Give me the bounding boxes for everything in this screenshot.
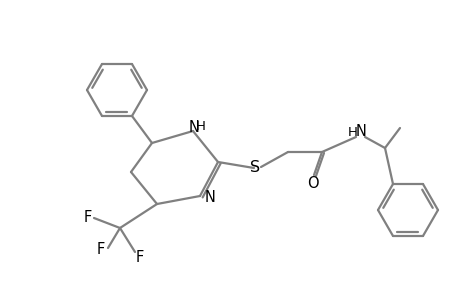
Text: O: O: [307, 176, 318, 190]
Text: N: N: [355, 124, 366, 140]
Text: F: F: [97, 242, 105, 257]
Text: S: S: [249, 160, 259, 175]
Text: F: F: [135, 250, 144, 265]
Text: H: H: [347, 127, 357, 140]
Text: N: N: [188, 119, 199, 134]
Text: F: F: [84, 211, 92, 226]
Text: H: H: [196, 121, 206, 134]
Text: N: N: [204, 190, 215, 205]
